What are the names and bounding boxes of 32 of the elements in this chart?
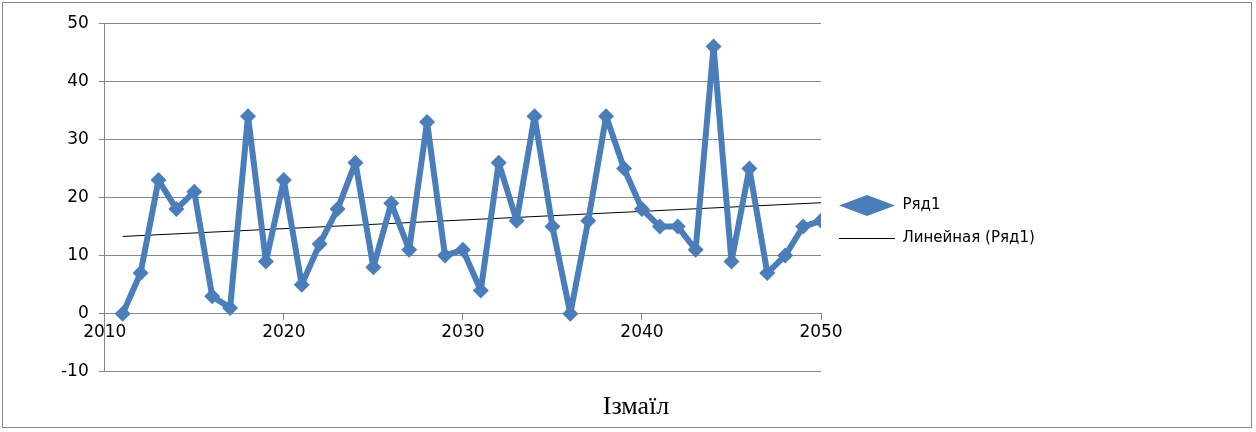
point bbox=[777, 247, 794, 264]
x-tick-label: 2020 bbox=[262, 321, 306, 342]
point bbox=[168, 201, 185, 218]
point bbox=[311, 235, 328, 252]
x-tick-label: 2050 bbox=[799, 321, 843, 342]
y-tick-label: 40 bbox=[67, 69, 89, 90]
y-tick-label: 0 bbox=[77, 302, 89, 323]
point bbox=[544, 218, 561, 235]
point bbox=[759, 265, 776, 282]
point bbox=[132, 265, 149, 282]
legend-label: Ряд1 bbox=[902, 195, 941, 214]
x-tick-label: 2040 bbox=[620, 321, 664, 342]
y-tick-label: 10 bbox=[67, 244, 89, 265]
point bbox=[436, 247, 453, 264]
y-tick-label: 20 bbox=[67, 185, 89, 206]
point bbox=[454, 241, 471, 258]
y-tick-label: 50 bbox=[67, 11, 89, 32]
point bbox=[651, 218, 668, 235]
text: Ізмаїл bbox=[602, 391, 670, 421]
legend-label: Линейная (Ряд1) bbox=[902, 228, 1035, 247]
x-tick-label: 2030 bbox=[441, 321, 485, 342]
y-tick-label: -10 bbox=[60, 360, 89, 381]
point bbox=[616, 160, 633, 177]
point bbox=[633, 201, 650, 218]
point bbox=[580, 212, 597, 229]
point bbox=[114, 305, 131, 322]
y-tick-label: 30 bbox=[67, 127, 89, 148]
point bbox=[204, 288, 221, 305]
point bbox=[186, 183, 203, 200]
point bbox=[329, 201, 346, 218]
x-tick-label: 2010 bbox=[83, 321, 127, 342]
point bbox=[795, 218, 812, 235]
